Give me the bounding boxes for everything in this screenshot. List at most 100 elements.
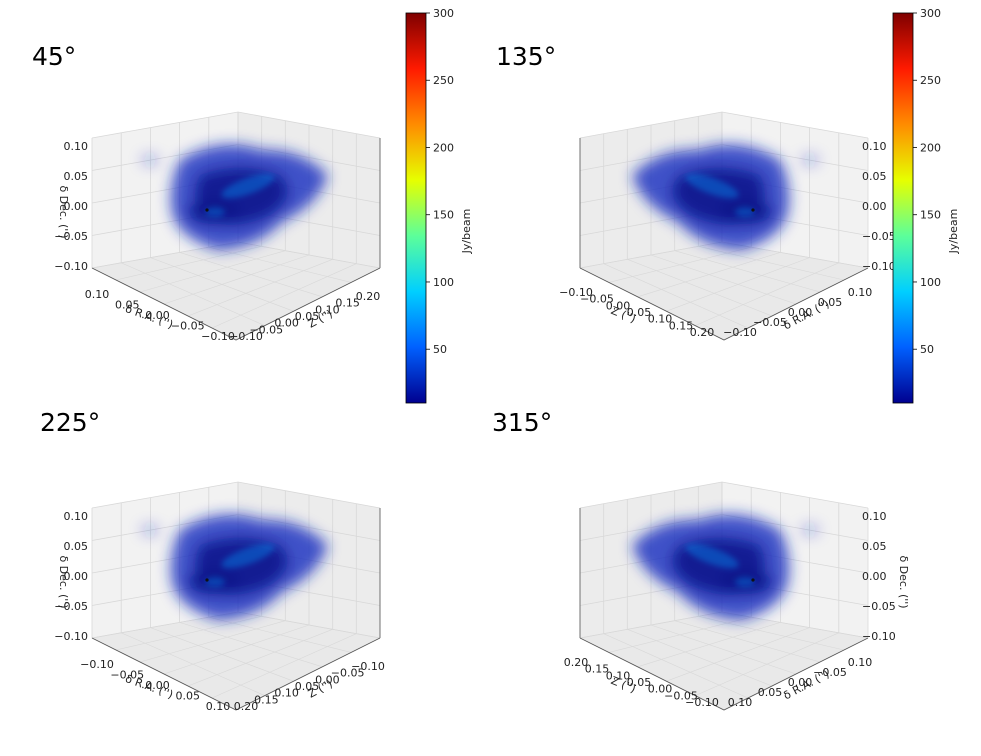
panel-angle-label: 225° — [40, 408, 101, 437]
floor-tick-label: −0.05 — [331, 667, 365, 680]
floor-tick-label: −0.10 — [351, 660, 385, 673]
floor-tick-label: 0.20 — [356, 290, 381, 303]
grid-line — [163, 254, 310, 305]
colorbar-tick-label: 200 — [920, 141, 941, 154]
grid-line — [627, 259, 773, 317]
floor-tick-label: 0.20 — [234, 700, 259, 713]
floor-tick-label: 0.05 — [627, 676, 652, 689]
floor-tick-label: 0.05 — [295, 310, 320, 323]
grid-line — [650, 254, 797, 305]
floor-tick-label: 0.10 — [85, 288, 110, 301]
floor-tick-label: 0.05 — [115, 299, 140, 312]
dec-tick-label: −0.05 — [862, 230, 896, 243]
floor-tick-label: 0.00 — [788, 306, 813, 319]
dec-tick-label: −0.10 — [862, 260, 896, 273]
floor-tick-label: 0.10 — [848, 656, 873, 669]
plot-3d: 0.100.050.00−0.05−0.10δ Dec. ('')0.100.0… — [54, 111, 381, 343]
grid-line — [674, 250, 821, 293]
grid-line — [187, 629, 333, 687]
panel-225: 225° 0.10 0.05 0.00 −0.05 −0.10 δ Dec. ('') −0… — [0, 370, 480, 740]
colorbar: 300 250 200 150 100 50 Jy/beam — [405, 8, 473, 404]
floor-tick-label: 0.15 — [254, 693, 279, 706]
panel-45: 45° 0.10 0.05 0.00 −0.05 −0.10 δ Dec. ('') 0.1… — [0, 0, 480, 370]
colorbar-tick-label: 100 — [920, 276, 941, 289]
dec-tick-label: 0.00 — [862, 570, 887, 583]
floor-pane — [580, 242, 868, 340]
dec-tick-label: 0.05 — [64, 170, 89, 183]
floor-tick-label: 0.10 — [206, 700, 231, 713]
dec-tick-label: 0.10 — [64, 140, 89, 153]
floor-tick-label: 0.10 — [274, 687, 299, 700]
plot-3d: 0.100.050.00−0.05−0.10δ Dec. ('')−0.10−0… — [54, 481, 385, 713]
floor-tick-label: 0.10 — [315, 303, 340, 316]
floor-tick-label: 0.05 — [758, 686, 783, 699]
dec-tick-label: −0.05 — [54, 230, 88, 243]
colorbar-tick-label: 50 — [920, 343, 934, 356]
grid-line — [603, 263, 749, 329]
dec-tick-label: −0.10 — [54, 260, 88, 273]
colorbar-tick-label: 250 — [920, 74, 941, 87]
center-marker — [205, 208, 209, 212]
floor-tick-label: −0.10 — [685, 696, 719, 709]
floor-tick-label: −0.10 — [229, 330, 263, 343]
panel-135: 135° 0.100.050.00−0.05−0.10δ Dec. ('')−0… — [490, 0, 970, 370]
dec-tick-label: −0.05 — [862, 600, 896, 613]
floor-tick-label: 0.15 — [335, 297, 360, 310]
floor-tick-label: 0.05 — [176, 690, 201, 703]
dec-tick-label: 0.10 — [862, 140, 887, 153]
grid-line — [139, 250, 286, 293]
floor-tick-label: 0.05 — [295, 680, 320, 693]
floor-tick-label: 0.10 — [648, 313, 673, 326]
dec-axis-label: δ Dec. ('') — [897, 555, 910, 608]
dec-tick-label: 0.10 — [64, 510, 89, 523]
colorbar-label: Jy/beam — [460, 209, 473, 255]
floor-edge — [579, 267, 869, 341]
colorbar-tick-label: 150 — [920, 209, 941, 222]
panel-315: 315° 0.10 0.05 0.00 −0.05 −0.10 δ Dec. ('') 0.… — [490, 370, 970, 740]
grid-line — [627, 629, 773, 687]
floor-tick-label: −0.10 — [723, 326, 757, 339]
grid-line — [211, 263, 357, 329]
plot-3d: 0.100.050.00−0.05−0.10δ Dec. ('')0.200.1… — [564, 481, 910, 711]
colorbar-tick-label: 250 — [433, 74, 454, 87]
floor-axis-label: δ R.A. ('') — [124, 672, 175, 701]
floor-tick-label: 0.10 — [728, 696, 753, 709]
floor-tick-label: 0.05 — [627, 306, 652, 319]
floor-edge — [91, 267, 381, 341]
dec-tick-label: 0.05 — [64, 540, 89, 553]
dec-tick-label: 0.00 — [64, 570, 89, 583]
grid-line — [115, 246, 262, 281]
floor-edge — [91, 637, 381, 711]
floor-tick-label: 0.00 — [315, 673, 340, 686]
floor-tick-label: 0.05 — [818, 296, 843, 309]
floor-tick-label: 0.15 — [585, 663, 610, 676]
floor-tick-label: −0.10 — [80, 658, 114, 671]
dec-axis-label: δ Dec. ('') — [57, 555, 70, 608]
peak-emission — [685, 173, 755, 217]
floor-tick-label: −0.10 — [201, 330, 235, 343]
dec-tick-label: 0.10 — [862, 510, 887, 523]
floor-tick-label: 0.00 — [145, 679, 170, 692]
grid-line — [115, 616, 262, 651]
floor-tick-label: −0.05 — [249, 323, 283, 336]
grid-line — [211, 633, 357, 699]
peak-emission — [205, 173, 275, 217]
floor-tick-label: 0.00 — [788, 676, 813, 689]
floor-pane — [92, 612, 380, 710]
colorbar-label: Jy/beam — [947, 209, 960, 255]
floor-tick-label: −0.05 — [753, 316, 787, 329]
floor-tick-label: 0.15 — [669, 319, 694, 332]
center-marker — [205, 578, 209, 582]
floor-tick-label: 0.00 — [606, 299, 631, 312]
floor-tick-label: 0.00 — [648, 683, 673, 696]
center-marker — [751, 208, 755, 212]
colorbar: 300 250 200 150 100 50 Jy/beam — [892, 8, 960, 404]
dec-tick-label: 0.00 — [64, 200, 89, 213]
floor-tick-label: 0.00 — [145, 309, 170, 322]
peak-emission — [205, 543, 275, 587]
grid-line — [139, 620, 286, 663]
grid-line — [698, 246, 845, 281]
dec-tick-label: 0.05 — [862, 540, 887, 553]
colorbar-tick-label: 300 — [433, 8, 454, 20]
floor-tick-label: 0.10 — [848, 286, 873, 299]
